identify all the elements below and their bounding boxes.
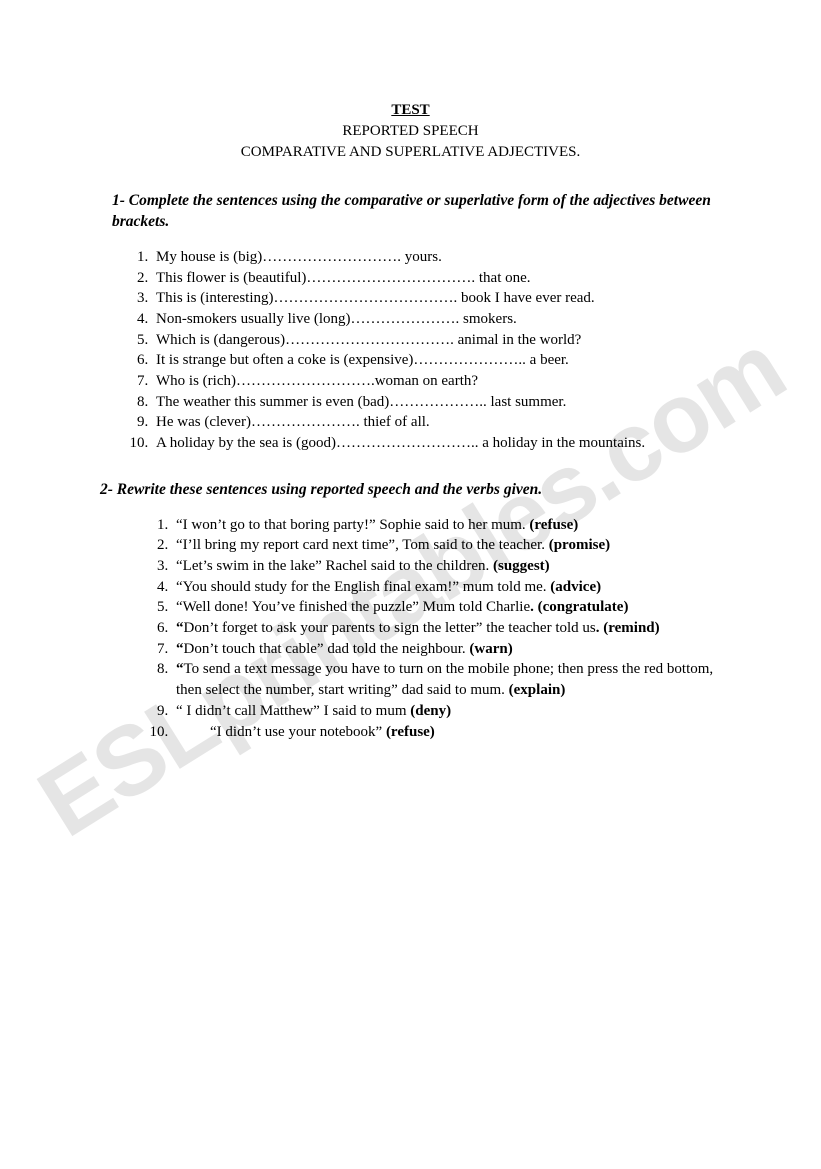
list-item: “Well done! You’ve finished the puzzle” …: [172, 597, 721, 618]
item-text: “Let’s swim in the lake” Rachel said to …: [176, 558, 493, 574]
list-item: “You should study for the English final …: [172, 577, 721, 598]
item-text: “I’ll bring my report card next time”, T…: [176, 537, 549, 553]
section1-instruction: 1- Complete the sentences using the comp…: [112, 191, 721, 233]
list-item: “ I didn’t call Matthew” I said to mum (…: [172, 701, 721, 722]
list-item: A holiday by the sea is (good)……………………….…: [152, 433, 721, 454]
list-item: Non-smokers usually live (long)…………………. …: [152, 309, 721, 330]
item-verb: . (remind): [596, 620, 660, 636]
item-verb: (warn): [469, 641, 512, 657]
list-item: This is (interesting)………………………………. book …: [152, 288, 721, 309]
item-verb: (deny): [410, 703, 451, 719]
item-verb: (suggest): [493, 558, 550, 574]
item-verb: (promise): [549, 537, 610, 553]
section2-list: “I won’t go to that boring party!” Sophi…: [148, 515, 721, 743]
item-text: “ I didn’t call Matthew” I said to mum: [176, 703, 410, 719]
list-item: The weather this summer is even (bad)…………: [152, 392, 721, 413]
item-verb: (advice): [550, 579, 601, 595]
item-verb: (refuse): [386, 724, 435, 740]
list-item: Who is (rich)……………………….woman on earth?: [152, 371, 721, 392]
item-text: “I didn’t use your notebook”: [210, 724, 386, 740]
list-item: Which is (dangerous)……………………………. animal …: [152, 330, 721, 351]
title-block: TEST REPORTED SPEECH COMPARATIVE AND SUP…: [100, 100, 721, 163]
item-text-partial: Don’t forget to ask your parents to sign…: [184, 620, 596, 636]
item-text: “Well done! You’ve finished the puzzle” …: [176, 599, 530, 615]
list-item: “I didn’t use your notebook” (refuse): [172, 722, 721, 743]
title-test: TEST: [100, 100, 721, 121]
list-item: It is strange but often a coke is (expen…: [152, 350, 721, 371]
list-item: “Let’s swim in the lake” Rachel said to …: [172, 556, 721, 577]
list-item: This flower is (beautiful)……………………………. t…: [152, 268, 721, 289]
item-text: “I won’t go to that boring party!” Sophi…: [176, 517, 529, 533]
item-text-partial: Don’t touch that cable” dad told the nei…: [184, 641, 470, 657]
quote-open: “: [176, 661, 184, 677]
item-verb: (explain): [509, 682, 566, 698]
quote-open: “: [176, 641, 184, 657]
title-subtitle-2: COMPARATIVE AND SUPERLATIVE ADJECTIVES.: [100, 142, 721, 163]
item-verb: . (congratulate): [530, 599, 628, 615]
list-item: “Don’t touch that cable” dad told the ne…: [172, 639, 721, 660]
quote-open: “: [176, 620, 184, 636]
list-item: “Don’t forget to ask your parents to sig…: [172, 618, 721, 639]
section2-instruction: 2- Rewrite these sentences using reporte…: [100, 480, 721, 501]
section1-list: My house is (big)………………………. yours. This …: [130, 247, 721, 454]
item-text: “You should study for the English final …: [176, 579, 550, 595]
item-text-partial: To send a text message you have to turn …: [176, 661, 713, 698]
list-item: He was (clever)…………………. thief of all.: [152, 412, 721, 433]
title-subtitle-1: REPORTED SPEECH: [100, 121, 721, 142]
list-item: “I’ll bring my report card next time”, T…: [172, 535, 721, 556]
list-item: “To send a text message you have to turn…: [172, 659, 721, 700]
item-verb: (refuse): [529, 517, 578, 533]
list-item: My house is (big)………………………. yours.: [152, 247, 721, 268]
list-item: “I won’t go to that boring party!” Sophi…: [172, 515, 721, 536]
